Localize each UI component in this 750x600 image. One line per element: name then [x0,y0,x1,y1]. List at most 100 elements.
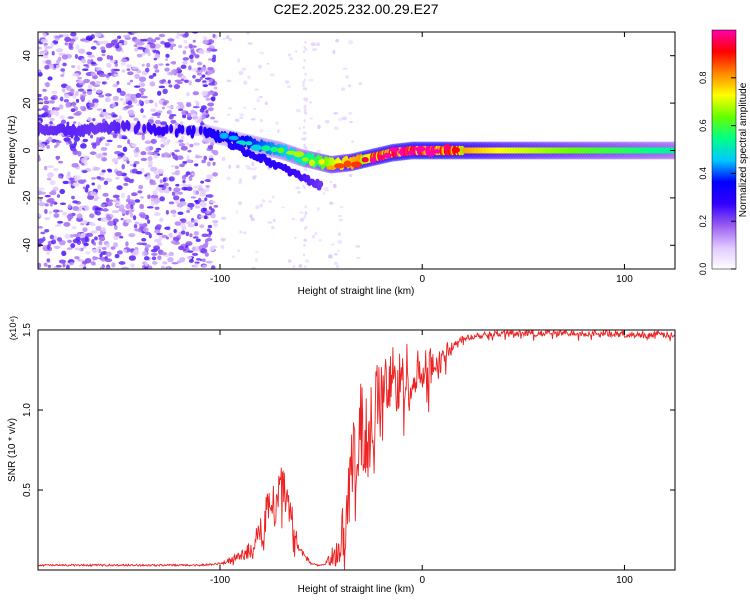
noise-speckle [164,67,170,72]
noise-speckle [53,168,59,172]
noise-speckle [98,73,107,78]
noise-speckle [175,35,180,39]
noise-speckle [199,76,203,80]
noise-speckle [284,80,290,84]
noise-speckle [304,87,308,91]
noise-speckle [193,263,199,268]
noise-speckle [314,231,318,236]
noise-speckle [289,57,294,61]
noise-speckle [192,236,199,239]
noise-speckle [56,156,60,161]
noise-speckle [138,184,144,190]
noise-speckle [245,32,250,35]
chart-title: C2E2.2025.232.00.29.E27 [273,1,438,17]
noise-speckle [322,192,326,195]
noise-speckle [186,221,192,225]
noise-speckle [141,63,145,67]
noise-speckle [165,63,170,66]
noise-speckle [305,182,308,186]
noise-speckle [200,248,208,254]
noise-speckle [72,73,80,77]
noise-speckle [62,211,68,216]
noise-speckle [140,168,145,173]
noise-speckle [152,190,158,196]
noise-speckle [85,184,90,189]
noise-speckle [70,147,77,152]
noise-speckle [207,194,214,198]
noise-speckle [152,72,157,77]
noise-speckle [100,147,108,151]
noise-speckle [347,111,353,115]
noise-speckle [125,241,129,247]
noise-speckle [43,262,48,267]
noise-speckle [106,214,111,218]
noise-speckle [178,139,184,143]
noise-speckle [91,177,97,180]
noise-speckle [96,246,103,250]
colorbar-ticks: 0.0 0.2 0.4 0.6 0.8 [698,72,736,275]
noise-speckle [120,58,128,63]
snr-line [38,330,675,570]
noise-speckle [163,188,170,194]
noise-speckle [84,205,90,212]
noise-speckle [114,231,122,237]
snr-panel: -100 0 100 0.5 1.0 1.5 Height of straight lin… [7,316,676,595]
noise-speckle [49,179,56,186]
noise-speckle [160,121,168,126]
noise-speckle [299,211,304,215]
noise-speckle [186,207,191,211]
noise-speckle [176,102,184,105]
noise-speckle [46,258,51,263]
noise-speckle [86,88,93,92]
noise-speckle [89,213,95,219]
noise-speckle [154,150,160,153]
noise-speckle [105,93,112,97]
noise-speckle [70,32,77,37]
noise-speckle [153,57,158,61]
noise-speckle [55,48,64,53]
noise-speckle [77,150,82,157]
noise-speckle [140,108,144,114]
noise-speckle [334,252,338,256]
noise-speckle [305,211,308,215]
spectrogram-y-axis-label: Frequency (Hz) [7,116,18,185]
noise-speckle [137,46,145,50]
noise-speckle [67,204,72,209]
noise-speckle [303,59,306,62]
colorbar-frame [711,29,737,270]
noise-speckle [153,154,159,159]
noise-speckle [154,201,159,205]
noise-speckle [162,261,168,265]
noise-speckle [199,215,206,218]
noise-speckle [341,116,347,121]
noise-speckle [86,51,93,56]
noise-speckle [339,206,344,209]
noise-speckle [100,46,106,51]
noise-speckle [92,242,97,246]
noise-speckle [152,49,160,53]
noise-speckle [45,46,53,49]
noise-speckle [153,197,161,204]
colorbar: 0.0 0.2 0.4 0.6 0.8 Normalized spectral ampl… [698,29,749,275]
noise-speckle [287,53,292,57]
noise-speckle [81,219,88,225]
noise-speckle [115,203,121,207]
noise-speckle [186,255,193,260]
noise-speckle [42,88,47,92]
noise-speckle [167,109,173,115]
noise-speckle [38,108,42,112]
ridge-blob [388,147,400,152]
noise-speckle [174,165,179,170]
noise-speckle [201,233,209,238]
noise-speckle [304,137,307,140]
noise-speckle [175,199,180,205]
noise-speckle [173,84,181,90]
noise-speckle [87,83,93,90]
noise-speckle [106,139,113,143]
noise-speckle [258,96,263,99]
noise-speckle [132,215,137,221]
noise-speckle [255,205,260,210]
noise-speckle [129,79,134,83]
noise-speckle [297,190,301,194]
ridge-blob [261,145,271,152]
